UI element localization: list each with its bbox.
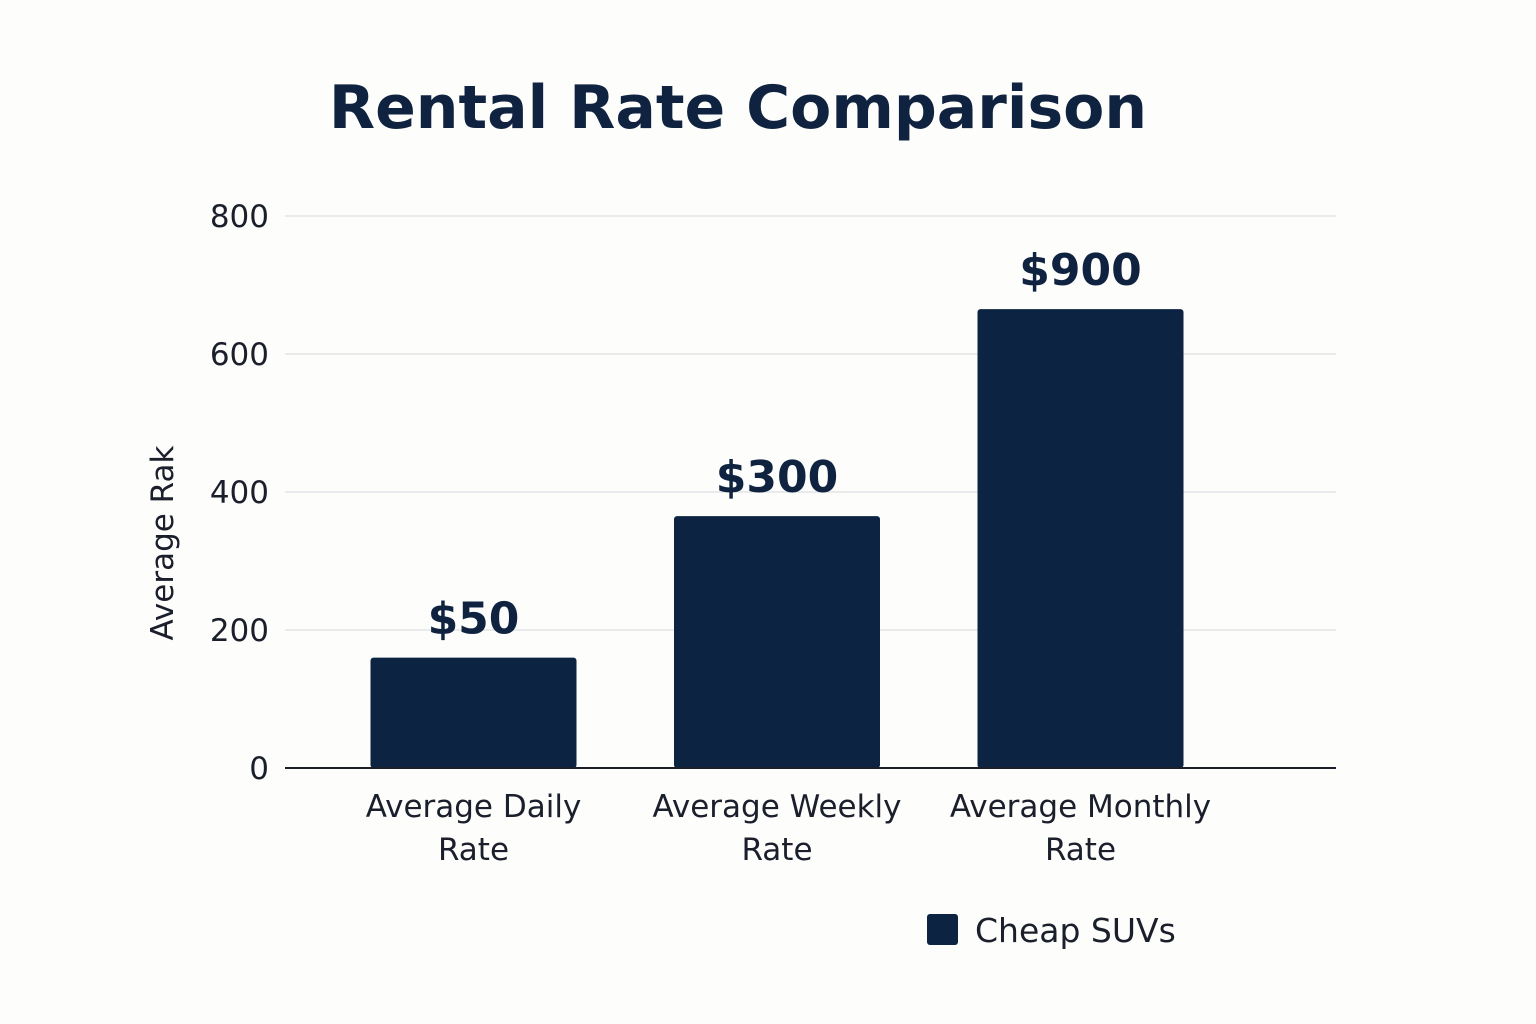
y-tick-label: 400	[210, 475, 269, 511]
y-tick-label: 600	[210, 337, 269, 373]
x-category-label: Average Daily Rate	[366, 789, 582, 868]
legend-swatch	[927, 914, 958, 945]
bars: $50 $300 $900	[370, 245, 1184, 768]
y-tick-label: 0	[249, 751, 269, 787]
bar-data-label: $300	[716, 452, 838, 503]
x-category-label-line: Rate	[741, 832, 812, 868]
chart-title: Rental Rate Comparison	[329, 73, 1147, 143]
bar-data-label: $900	[1019, 245, 1141, 296]
x-category-label: Average Weekly Rate	[652, 789, 901, 868]
y-tick-label: 200	[210, 613, 269, 649]
x-category-label-line: Rate	[438, 832, 509, 868]
bar	[977, 309, 1184, 768]
y-tick-label: 800	[210, 199, 269, 235]
x-category-label-line: Average Monthly	[950, 789, 1211, 825]
bar-data-label: $50	[428, 594, 520, 645]
bar	[674, 516, 880, 768]
legend-label: Cheap SUVs	[975, 911, 1176, 950]
x-category-label: Average Monthly Rate	[950, 789, 1211, 868]
y-axis-ticks: 0 200 400 600 800	[210, 199, 269, 787]
x-category-label-line: Rate	[1045, 832, 1116, 868]
x-category-label-line: Average Daily	[366, 789, 582, 825]
x-category-label-line: Average Weekly	[652, 789, 901, 825]
y-axis-label: Average Rak	[145, 445, 181, 640]
bar	[370, 657, 577, 768]
legend: Cheap SUVs	[927, 911, 1176, 950]
